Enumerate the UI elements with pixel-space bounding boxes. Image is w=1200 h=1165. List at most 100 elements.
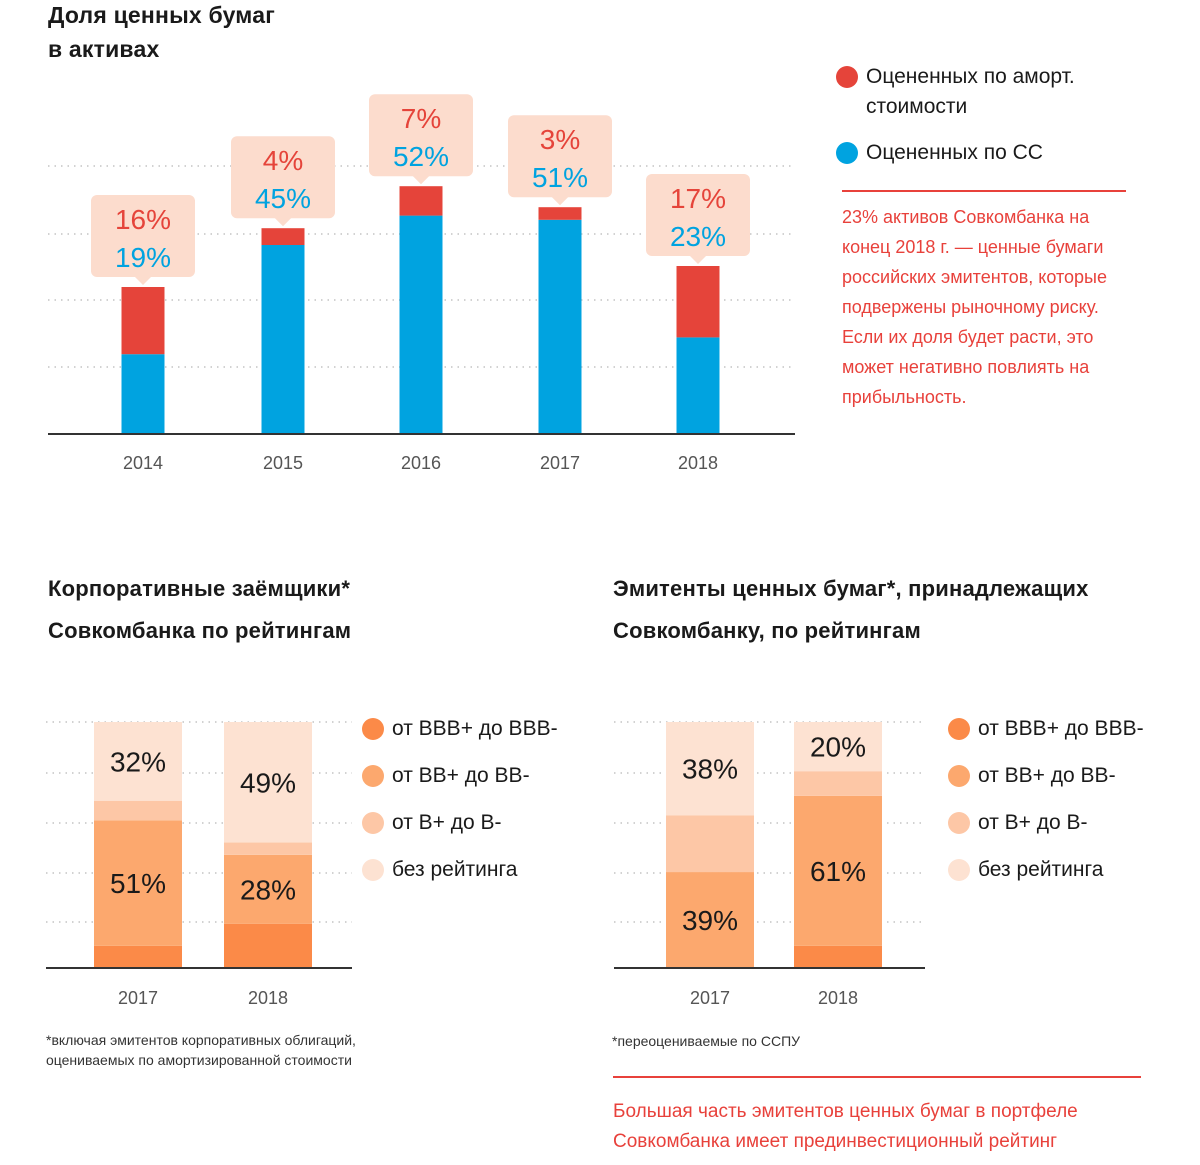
chart2-bar-2018-seg1 <box>224 854 312 924</box>
label-fair-2017: 51% <box>532 162 588 193</box>
bar-amort-2018 <box>676 266 720 338</box>
chart3-bar-2017-seg1 <box>666 872 754 968</box>
chart2-footnote-line2: оцениваемых по амортизированной стоимост… <box>46 1052 352 1068</box>
bar-amort-2017 <box>538 207 582 220</box>
label-amort-2017: 3% <box>540 124 580 155</box>
x-tick-2015: 2015 <box>263 453 303 473</box>
chart3-title: Эмитенты ценных бумаг*, принадлежащих Со… <box>613 568 1089 652</box>
bar-fair-2016 <box>399 215 443 434</box>
bar-fair-2015 <box>261 245 305 434</box>
chart3-x-tick-2017: 2017 <box>690 988 730 1008</box>
x-tick-2016: 2016 <box>401 453 441 473</box>
chart1-legend: Оцененных по аморт. стоимости Оцененных … <box>836 62 1166 168</box>
chart3-bar-2018-seg1 <box>794 795 882 946</box>
chart2-legend-label: от BB+ до BB- <box>392 764 530 787</box>
chart3-label-2017-seg1: 39% <box>682 905 738 936</box>
x-tick-2018: 2018 <box>678 453 718 473</box>
chart2-legend-item: от BB+ до BB- <box>362 761 612 791</box>
callout-2018 <box>646 174 750 256</box>
chart3-legend-dot <box>948 765 970 787</box>
chart3-legend-label: от B+ до B- <box>978 811 1088 834</box>
chart3-legend-label: от BBB+ до BBB- <box>978 717 1144 740</box>
chart3-bar-2018-seg3 <box>794 722 882 772</box>
chart3-note-rule <box>613 1076 1141 1078</box>
chart2-legend-dot <box>362 859 384 881</box>
chart2-bar-2018-seg3 <box>224 722 312 843</box>
chart2-legend-dot <box>362 765 384 787</box>
chart2-legend-item: без рейтинга <box>362 855 612 885</box>
chart2-legend-label: от B+ до B- <box>392 811 502 834</box>
chart2-label-2018-seg1: 28% <box>240 874 296 905</box>
chart2-footnote-line1: *включая эмитентов корпоративных облигац… <box>46 1032 356 1048</box>
chart3-label-2018-seg3: 20% <box>810 732 866 763</box>
chart2-legend: от BBB+ до BBB-от BB+ до BB-от B+ до B-б… <box>362 714 612 902</box>
chart3-bar-2018-seg2 <box>794 771 882 796</box>
chart3-label-2017-seg3: 38% <box>682 754 738 785</box>
chart3-title-line2: Совкомбанку, по рейтингам <box>613 618 921 643</box>
chart3-bar-2018-seg0 <box>794 945 882 968</box>
chart2-label-2017-seg3: 32% <box>110 746 166 777</box>
chart2-footnote: *включая эмитентов корпоративных облигац… <box>46 1030 546 1070</box>
chart2-legend-dot <box>362 718 384 740</box>
legend-dot-amort <box>836 66 858 88</box>
bar-amort-2016 <box>399 186 443 216</box>
x-tick-2017: 2017 <box>540 453 580 473</box>
chart2-title: Корпоративные заёмщики* Совкомбанка по р… <box>48 568 351 652</box>
chart3-legend-item: от BBB+ до BBB- <box>948 714 1198 744</box>
x-tick-2014: 2014 <box>123 453 163 473</box>
chart3-legend: от BBB+ до BBB-от BB+ до BB-от B+ до B-б… <box>948 714 1198 902</box>
chart2-legend-item: от B+ до B- <box>362 808 612 838</box>
chart3-legend-dot <box>948 859 970 881</box>
chart2-bar-2017-seg2 <box>94 800 182 821</box>
callout-2016 <box>369 94 473 177</box>
callout-pointer-2016 <box>412 175 430 185</box>
chart2-bar-2017-seg0 <box>94 945 182 968</box>
callout-pointer-2017 <box>551 196 569 206</box>
legend-item-amort: Оцененных по аморт. стоимости <box>836 62 1166 122</box>
chart2-legend-label: от BBB+ до BBB- <box>392 717 558 740</box>
chart3-legend-item: без рейтинга <box>948 855 1198 885</box>
legend-dot-fair <box>836 142 858 164</box>
chart2-bar-2018-seg2 <box>224 842 312 855</box>
chart3-legend-label: без рейтинга <box>978 858 1104 881</box>
callout-2015 <box>231 136 335 219</box>
chart3-legend-label: от BB+ до BB- <box>978 764 1116 787</box>
chart3-legend-item: от BB+ до BB- <box>948 761 1198 791</box>
legend-label-fair: Оцененных по СС <box>866 141 1043 164</box>
label-fair-2014: 19% <box>115 242 171 273</box>
chart3-label-2018-seg1: 61% <box>810 856 866 887</box>
bar-fair-2014 <box>121 354 165 434</box>
label-fair-2018: 23% <box>670 221 726 252</box>
label-fair-2016: 52% <box>393 141 449 172</box>
chart3-title-line1: Эмитенты ценных бумаг*, принадлежащих <box>613 576 1089 601</box>
callout-pointer-2014 <box>134 276 152 285</box>
chart2-label-2018-seg3: 49% <box>240 767 296 798</box>
callout-2014 <box>91 195 195 277</box>
label-amort-2014: 16% <box>115 204 171 235</box>
chart1-title-line2: в активах <box>48 36 160 62</box>
chart2-legend-item: от BBB+ до BBB- <box>362 714 612 744</box>
chart3-note: Большая часть эмитентов ценных бумаг в п… <box>613 1101 1078 1152</box>
chart2-legend-label: без рейтинга <box>392 858 518 881</box>
legend-item-fair: Оцененных по СС <box>836 138 1166 168</box>
chart2-bar-2017-seg3 <box>94 722 182 801</box>
callout-2017 <box>508 115 612 198</box>
bar-amort-2014 <box>121 287 165 355</box>
chart1-note: 23% активов Совкомбанка на конец 2018 г.… <box>842 207 1107 407</box>
chart2-bar-2017-seg1 <box>94 820 182 946</box>
chart3-x-tick-2018: 2018 <box>818 988 858 1008</box>
chart3-legend-dot <box>948 718 970 740</box>
chart2-legend-dot <box>362 812 384 834</box>
chart2-bar-2018-seg0 <box>224 923 312 968</box>
chart2-x-tick-2018: 2018 <box>248 988 288 1008</box>
chart2-x-tick-2017: 2017 <box>118 988 158 1008</box>
bar-amort-2015 <box>261 228 305 245</box>
chart2-plot: 51% 32% 2017 28% 49% 2018 <box>46 721 352 1008</box>
chart3-plot: 39% 38% 2017 61% 20% 2018 <box>614 721 925 1008</box>
callout-pointer-2015 <box>274 217 292 227</box>
chart2-title-line2: Совкомбанка по рейтингам <box>48 618 352 643</box>
chart1-title-line1: Доля ценных бумаг <box>48 2 275 28</box>
chart2-title-line1: Корпоративные заёмщики* <box>48 576 351 601</box>
chart3-legend-dot <box>948 812 970 834</box>
label-amort-2015: 4% <box>263 145 303 176</box>
